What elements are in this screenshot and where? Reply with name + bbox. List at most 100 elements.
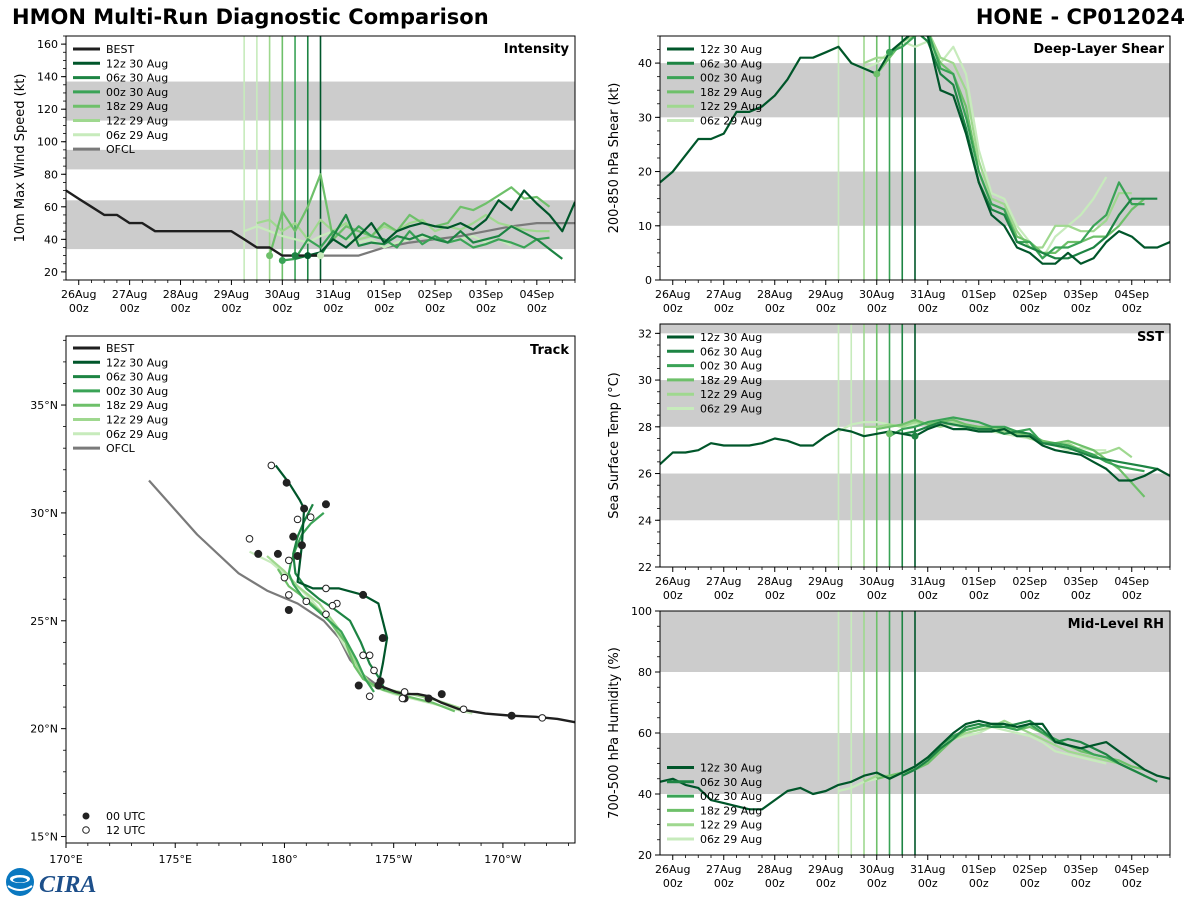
rh-xtick-label: 26Aug <box>655 863 690 876</box>
intensity-ylabel: 10m Max Wind Speed (kt) <box>13 74 28 243</box>
track-legend-label: OFCL <box>106 442 136 455</box>
track-marker-00utc <box>359 590 368 599</box>
rh-xtick-label: 27Aug <box>706 863 741 876</box>
intensity-xtick-label: 29Aug <box>214 288 249 301</box>
rh-xtick-label: 00z <box>867 877 887 890</box>
intensity-series-best <box>66 189 321 257</box>
intensity-xtick-label: 30Aug <box>265 288 300 301</box>
rh-xtick-label: 01Sep <box>961 863 996 876</box>
shear-legend-label: 12z 30 Aug <box>700 43 762 56</box>
sst-legend-label: 06z 29 Aug <box>700 403 762 416</box>
rh-legend-label: 06z 30 Aug <box>700 776 762 789</box>
shear-xtick-label: 00z <box>765 302 785 315</box>
intensity-xtick-label: 00z <box>171 302 191 315</box>
intensity-legend-label: 18z 29 Aug <box>106 100 168 113</box>
page-title: HMON Multi-Run Diagnostic Comparison <box>12 5 489 29</box>
rh-xtick-label: 03Sep <box>1063 863 1098 876</box>
rh-xtick-label: 00z <box>714 877 734 890</box>
rh-legend-label: 06z 29 Aug <box>700 833 762 846</box>
shear-ytick-label: 20 <box>638 166 652 179</box>
shear-legend-label: 00z 30 Aug <box>700 72 762 85</box>
track-ytick-label: 20°N <box>30 723 58 736</box>
shear-xtick-label: 00z <box>969 302 989 315</box>
track-marker-00utc <box>378 634 387 643</box>
track-marker-legend-label: 12 UTC <box>106 824 146 837</box>
intensity-xtick-label: 00z <box>374 302 394 315</box>
track-xtick-label: 170°E <box>49 853 82 866</box>
rh-xtick-label: 30Aug <box>859 863 894 876</box>
track-series-06z-30-aug <box>292 503 386 691</box>
shear-legend-label: 18z 29 Aug <box>700 86 762 99</box>
intensity-init-marker <box>317 252 324 260</box>
track-marker-legend-label: 00 UTC <box>106 810 146 823</box>
intensity-legend-label: BEST <box>106 43 134 56</box>
intensity-init-marker <box>304 252 312 260</box>
track-marker-12utc <box>302 597 311 606</box>
rh-xtick-label: 04Sep <box>1114 863 1149 876</box>
intensity-xtick-label: 26Aug <box>61 288 96 301</box>
shear-ytick-label: 0 <box>645 274 652 287</box>
track-marker-00utc <box>297 541 306 550</box>
intensity-legend-label: 00z 30 Aug <box>106 86 168 99</box>
intensity-panel-title: Intensity <box>504 42 570 57</box>
rh-xtick-label: 00z <box>1071 877 1091 890</box>
track-xtick-label: 180° <box>271 853 298 866</box>
shear-xtick-label: 01Sep <box>961 288 996 301</box>
sst-xtick-label: 31Aug <box>910 575 945 588</box>
sst-series-12z-30-aug <box>914 423 1170 482</box>
intensity-xtick-label: 01Sep <box>367 288 402 301</box>
intensity-xtick-label: 00z <box>222 302 242 315</box>
intensity-xtick-label: 04Sep <box>519 288 554 301</box>
shear-legend-label: 06z 30 Aug <box>700 57 762 70</box>
intensity-legend-label: 06z 30 Aug <box>106 72 168 85</box>
track-ytick-label: 15°N <box>30 831 58 844</box>
intensity-xtick-label: 00z <box>476 302 496 315</box>
sst-legend-label: 00z 30 Aug <box>700 360 762 373</box>
track-marker-12utc <box>365 692 374 701</box>
shear-xtick-label: 00z <box>663 302 683 315</box>
track-marker-12utc <box>322 584 330 593</box>
sst-series-06z-29-aug <box>837 421 1107 452</box>
track-marker-12utc <box>245 535 254 543</box>
shear-xtick-label: 00z <box>1122 302 1142 315</box>
rh-plot-area <box>660 611 1170 855</box>
track-panel-title: Track <box>530 343 569 358</box>
sst-xtick-label: 00z <box>867 589 887 602</box>
rh-ytick-label: 80 <box>638 666 652 679</box>
intensity-xtick-label: 03Sep <box>469 288 504 301</box>
track-legend-label: 00z 30 Aug <box>106 385 168 398</box>
sst-ytick-label: 24 <box>638 514 652 527</box>
intensity-series-18z-29-aug <box>268 173 551 256</box>
sst-init-marker <box>911 432 919 440</box>
intensity-ytick-label: 20 <box>44 266 58 279</box>
track-marker-12utc <box>280 573 289 582</box>
track-marker-00utc <box>437 690 446 699</box>
shear-plot-area <box>660 36 1170 280</box>
sst-xtick-label: 01Sep <box>961 575 996 588</box>
intensity-legend-label: 12z 29 Aug <box>106 115 168 128</box>
rh-series-06z-30-aug <box>901 719 1158 783</box>
track-marker-00utc <box>424 694 433 703</box>
sst-xtick-label: 03Sep <box>1063 575 1098 588</box>
track-marker-00utc <box>507 711 516 720</box>
rh-xtick-label: 00z <box>1020 877 1040 890</box>
rh-legend-label: 12z 30 Aug <box>700 762 762 775</box>
track-legend-label: 12z 29 Aug <box>106 414 168 427</box>
intensity-init-marker <box>266 252 274 260</box>
shear-xtick-label: 28Aug <box>757 288 792 301</box>
track-series-ofcl <box>148 479 382 689</box>
track-marker-12utc <box>459 705 468 714</box>
intensity-xtick-label: 00z <box>425 302 445 315</box>
track-marker-00utc <box>282 478 291 487</box>
rh-legend-label: 18z 29 Aug <box>700 804 762 817</box>
shear-xtick-label: 31Aug <box>910 288 945 301</box>
intensity-ytick-label: 40 <box>44 233 58 246</box>
shear-xtick-label: 02Sep <box>1012 288 1047 301</box>
track-ytick-label: 25°N <box>30 615 58 628</box>
rh-xtick-label: 00z <box>816 877 836 890</box>
sst-xtick-label: 00z <box>969 589 989 602</box>
sst-legend-label: 12z 30 Aug <box>700 331 762 344</box>
track-series-best <box>378 684 575 724</box>
rh-xtick-label: 28Aug <box>757 863 792 876</box>
intensity-init-marker <box>278 256 286 264</box>
